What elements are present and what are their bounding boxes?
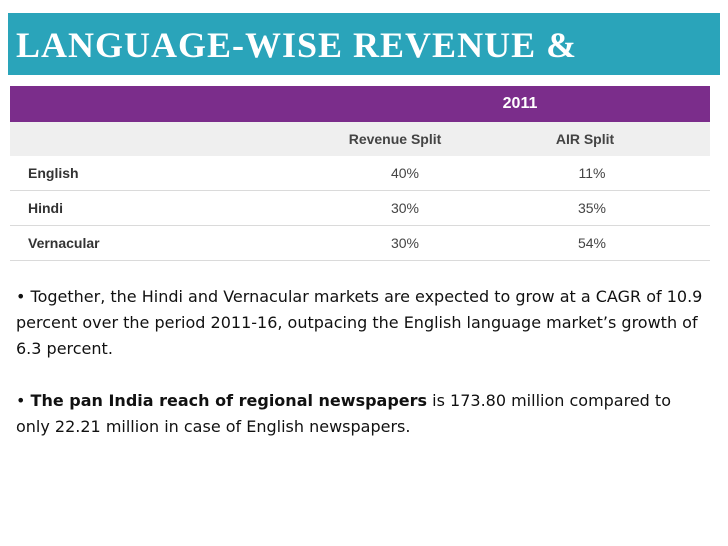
bullet-marker: • — [16, 287, 26, 306]
revenue-split-value: 30% — [390, 200, 420, 216]
bullet-bold-text: The pan India reach of regional newspape… — [30, 391, 428, 410]
revenue-split-value: 30% — [390, 235, 420, 251]
revenue-split-value: 40% — [390, 165, 420, 181]
row-label: Vernacular — [28, 235, 100, 251]
slide-title: LANGUAGE-WISE REVENUE & — [16, 25, 578, 65]
year-header-bar: 2011 — [10, 86, 710, 122]
bullet-list: • Together, the Hindi and Vernacular mar… — [16, 284, 706, 466]
year-label: 2011 — [502, 95, 538, 112]
row-label: English — [28, 165, 79, 181]
revenue-table: 2011 Revenue Split AIR Split English 40%… — [10, 86, 710, 262]
bullet-text: is 173.80 million compared to only 22.21… — [16, 391, 671, 436]
revenue-split-header: Revenue Split — [348, 131, 442, 147]
air-split-header: AIR Split — [555, 131, 615, 147]
table-row-hindi: Hindi 30% 35% — [10, 191, 710, 226]
bullet-item: • The pan India reach of regional newspa… — [16, 388, 706, 440]
bullet-marker: • — [16, 391, 26, 410]
air-split-value: 35% — [577, 200, 607, 216]
table-row-vernacular: Vernacular 30% 54% — [10, 226, 710, 261]
row-label: Hindi — [28, 200, 63, 216]
bullet-text: Together, the Hindi and Vernacular marke… — [16, 287, 703, 358]
title-bar: LANGUAGE-WISE REVENUE & — [8, 13, 720, 75]
table-row-english: English 40% 11% — [10, 156, 710, 191]
air-split-value: 11% — [578, 165, 606, 181]
air-split-value: 54% — [577, 235, 607, 251]
bullet-item: • Together, the Hindi and Vernacular mar… — [16, 284, 706, 362]
column-header-row: Revenue Split AIR Split — [10, 122, 710, 156]
